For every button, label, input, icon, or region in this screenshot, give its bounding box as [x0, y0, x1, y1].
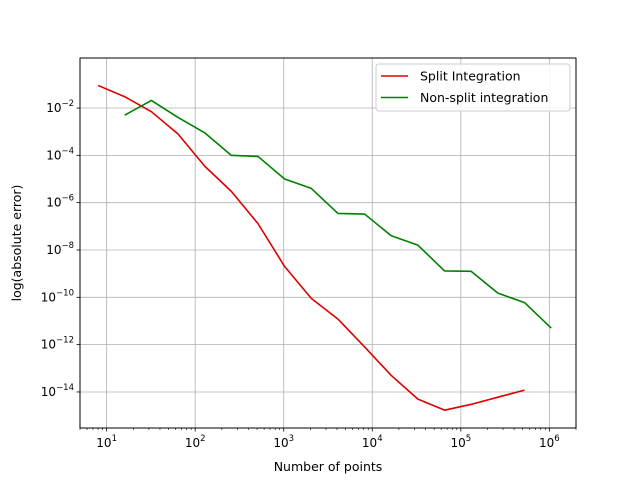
y-tick-label: 10−14: [41, 383, 74, 399]
y-tick-label: 10−6: [46, 194, 74, 210]
x-axis: 101 102 103 104 105 106: [79, 428, 577, 450]
y-axis: 10−14 10−12 10−10 10−8 10−6 10−4 10−2: [41, 99, 80, 399]
y-tick-label: 10−12: [41, 336, 74, 352]
legend-box: [375, 63, 571, 112]
grid: [80, 58, 576, 428]
legend-label: Split Integration: [420, 69, 521, 84]
y-axis-label: log(absolute error): [9, 185, 24, 302]
x-axis-label: Number of points: [274, 459, 383, 474]
x-tick-label: 102: [185, 434, 206, 450]
y-tick-label: 10−4: [46, 146, 74, 162]
x-tick-label: 106: [539, 434, 560, 450]
y-tick-label: 10−8: [46, 241, 74, 257]
x-tick-label: 104: [362, 434, 383, 450]
x-tick-label: 105: [450, 434, 471, 450]
x-tick-label: 103: [273, 434, 294, 450]
x-tick-label: 101: [96, 434, 117, 450]
legend-label: Non-split integration: [420, 90, 548, 105]
legend: Split Integration Non-split integration: [375, 63, 571, 112]
y-tick-label: 10−2: [46, 99, 74, 115]
plot-frame: [79, 57, 577, 429]
y-tick-label: 10−10: [41, 288, 74, 304]
series-layer: [97, 84, 552, 411]
